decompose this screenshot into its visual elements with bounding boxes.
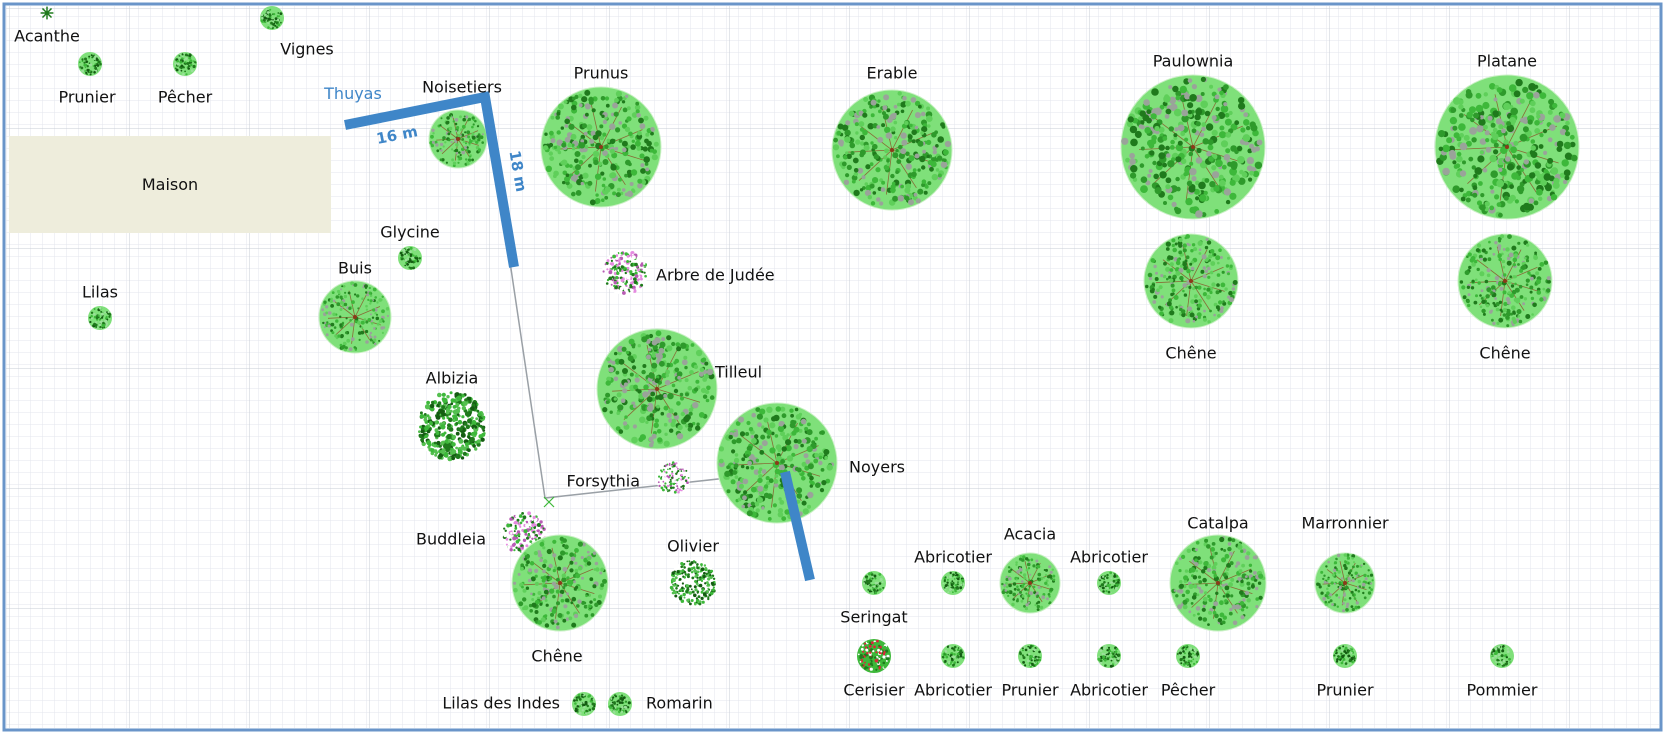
plant-shrub-1[interactable] — [260, 6, 284, 30]
plant-tree-20[interactable] — [511, 534, 609, 632]
plant-tree-8[interactable] — [1434, 74, 1580, 220]
plant-label: Olivier — [667, 537, 719, 556]
plant-label: Noyers — [849, 458, 905, 477]
plant-shrub-22[interactable] — [941, 571, 965, 595]
plant-tree-4[interactable] — [428, 109, 488, 169]
plant-label: Cerisier — [843, 681, 905, 700]
plant-label: Buis — [338, 259, 372, 278]
plant-blossom-18[interactable] — [656, 461, 690, 495]
plant-tree-25[interactable] — [1169, 534, 1267, 632]
plant-shrub-32[interactable] — [1176, 644, 1200, 668]
house-label: Maison — [142, 175, 198, 194]
plant-shrub-9[interactable] — [398, 246, 422, 270]
plant-label: Chêne — [1165, 344, 1216, 363]
plant-label: Acanthe — [14, 27, 80, 46]
plant-label: Pommier — [1467, 681, 1538, 700]
labels-layer: Acanthe Vignes Prunier Pêcher Noisetiers Prun… — [14, 27, 1538, 713]
plant-label: Vignes — [280, 40, 334, 59]
plant-label: Arbre de Judée — [656, 266, 775, 285]
plant-shrub-34[interactable] — [1490, 644, 1514, 668]
plant-label: Chêne — [531, 647, 582, 666]
plant-shrub-33[interactable] — [1333, 644, 1357, 668]
plant-label: Erable — [867, 64, 918, 83]
plant-label: Romarin — [646, 694, 713, 713]
plant-shrub-30[interactable] — [1018, 644, 1042, 668]
plant-tree-17[interactable] — [716, 402, 838, 524]
plant-shrub-2[interactable] — [78, 52, 102, 76]
plant-tree-26[interactable] — [1314, 552, 1376, 614]
plant-label: Seringat — [840, 608, 907, 627]
measure-end-marker-icon — [543, 496, 555, 508]
plant-shrub-29[interactable] — [941, 644, 965, 668]
plant-tree-7[interactable] — [1120, 74, 1266, 220]
plant-star-0[interactable] — [40, 6, 54, 20]
hedge-segment[interactable] — [780, 470, 815, 582]
plant-shrub-11[interactable] — [88, 306, 112, 330]
grid-background — [6, 6, 1659, 728]
plant-shrub-24[interactable] — [1097, 571, 1121, 595]
plant-label: Lilas des Indes — [442, 694, 560, 713]
plant-label: Buddleia — [416, 530, 486, 549]
plant-tree-10[interactable] — [318, 280, 392, 354]
plant-tree-5[interactable] — [540, 86, 662, 208]
plant-tree-14[interactable] — [1457, 233, 1553, 329]
plant-label: Pêcher — [158, 88, 213, 107]
plant-label: Abricotier — [914, 681, 992, 700]
plant-label: Prunier — [58, 88, 116, 107]
plant-label: Platane — [1477, 52, 1537, 71]
plant-label: Abricotier — [1070, 548, 1148, 567]
plant-label: Prunus — [574, 64, 629, 83]
plant-shrub-3[interactable] — [173, 52, 197, 76]
house[interactable]: Maison — [9, 136, 331, 233]
plant-label: Albizia — [426, 369, 479, 388]
plant-label: Glycine — [380, 223, 440, 242]
plant-shrub-27[interactable] — [862, 571, 886, 595]
plant-label: Chêne — [1479, 344, 1530, 363]
plant-label: Catalpa — [1187, 514, 1248, 533]
plant-blossom-12[interactable] — [602, 249, 648, 295]
plant-tree-15[interactable] — [596, 328, 718, 450]
plant-label: Marronnier — [1301, 514, 1388, 533]
plant-shrub-35[interactable] — [572, 692, 596, 716]
plants-layer — [40, 6, 1580, 716]
plant-label: Acacia — [1004, 525, 1056, 544]
plant-label: Pêcher — [1161, 681, 1216, 700]
plant-tree-6[interactable] — [831, 89, 953, 211]
plant-label: Paulownia — [1153, 52, 1234, 71]
plant-label: Abricotier — [1070, 681, 1148, 700]
plant-label: Forsythia — [567, 472, 640, 491]
plant-cherry-28[interactable] — [857, 639, 891, 673]
plant-dense-16[interactable] — [416, 390, 488, 462]
plant-dense-21[interactable] — [669, 559, 717, 607]
plant-label: Noisetiers — [422, 78, 502, 97]
plant-label: Prunier — [1001, 681, 1059, 700]
plant-tree-23[interactable] — [999, 552, 1061, 614]
plant-label: Abricotier — [914, 548, 992, 567]
hedge-line[interactable] — [344, 91, 519, 268]
plant-label: Prunier — [1316, 681, 1374, 700]
plant-label: Tilleul — [714, 363, 762, 382]
plant-shrub-31[interactable] — [1097, 644, 1121, 668]
hedge-label: Thuyas — [323, 84, 382, 103]
plant-label: Lilas — [82, 283, 118, 302]
plant-shrub-36[interactable] — [608, 692, 632, 716]
plant-tree-13[interactable] — [1143, 233, 1239, 329]
